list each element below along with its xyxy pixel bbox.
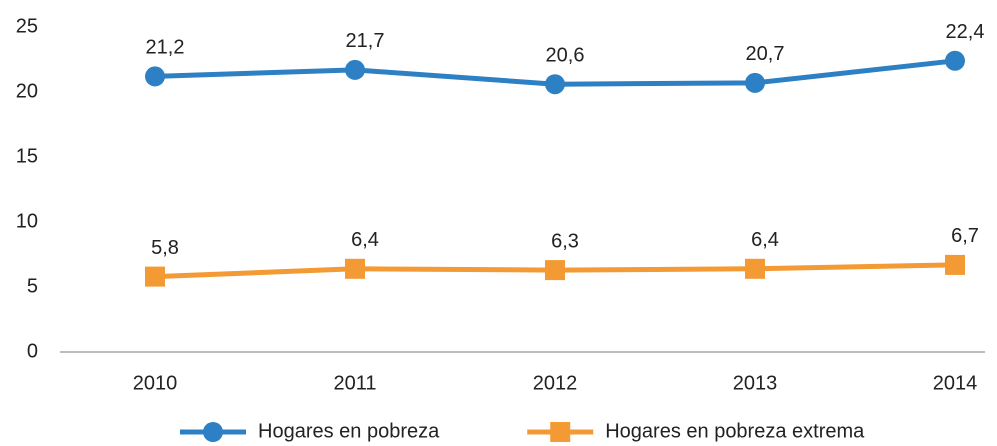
y-tick-label: 0 xyxy=(27,340,38,362)
data-label: 6,4 xyxy=(351,229,379,251)
data-point xyxy=(145,66,165,87)
data-label: 5,8 xyxy=(151,237,179,259)
data-label: 21,2 xyxy=(146,37,185,59)
data-label: 20,6 xyxy=(546,44,585,66)
legend-marker xyxy=(203,422,223,442)
data-label: 6,7 xyxy=(951,225,979,247)
y-tick-label: 10 xyxy=(16,210,38,232)
data-point xyxy=(345,59,365,80)
data-point xyxy=(145,266,165,287)
data-label: 21,7 xyxy=(346,30,385,52)
data-point xyxy=(545,260,565,281)
data-point xyxy=(745,258,765,279)
legend-label: Hogares en pobreza extrema xyxy=(605,420,865,442)
legend-marker xyxy=(550,422,571,442)
data-point xyxy=(545,74,565,95)
x-tick-label: 2010 xyxy=(133,372,178,394)
data-label: 6,4 xyxy=(751,229,779,251)
data-point xyxy=(945,254,965,275)
x-tick-label: 2012 xyxy=(533,372,578,394)
data-point xyxy=(945,50,965,71)
data-label: 20,7 xyxy=(746,43,785,65)
x-tick-label: 2011 xyxy=(333,372,376,394)
data-point xyxy=(345,258,365,279)
y-tick-label: 20 xyxy=(16,80,38,102)
y-tick-label: 15 xyxy=(16,145,38,167)
legend-label: Hogares en pobreza xyxy=(258,420,440,442)
data-point xyxy=(745,72,765,93)
y-tick-label: 5 xyxy=(27,275,38,297)
x-tick-label: 2013 xyxy=(733,372,778,394)
y-tick-label: 25 xyxy=(16,15,38,37)
data-label: 22,4 xyxy=(946,21,985,43)
data-label: 6,3 xyxy=(551,230,579,252)
x-tick-label: 2014 xyxy=(933,372,978,394)
